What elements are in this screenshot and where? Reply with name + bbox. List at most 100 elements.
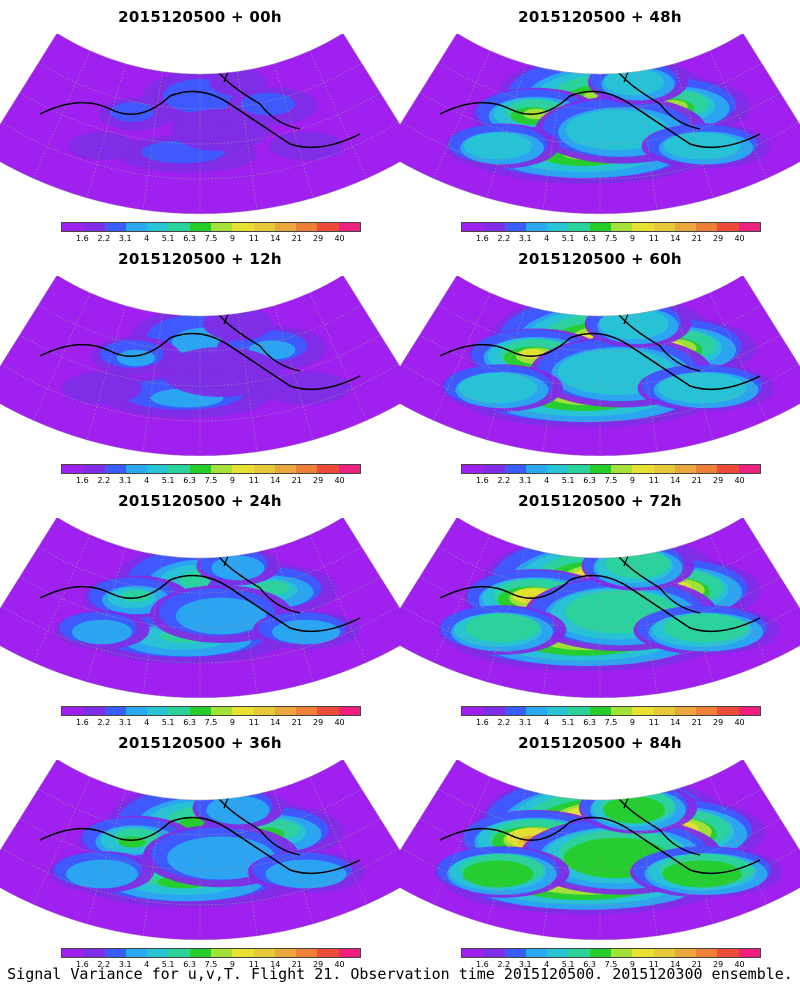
colorbar-label: 7.5 xyxy=(204,718,218,727)
variance-contour xyxy=(209,67,267,97)
colorbar-label: 1.6 xyxy=(76,476,89,485)
latitude-line xyxy=(419,576,781,629)
variance-contour xyxy=(167,836,275,880)
colorbar-swatch xyxy=(632,223,654,231)
colorbar-label: 3.1 xyxy=(518,960,532,969)
longitude-line xyxy=(637,555,658,695)
variance-contour xyxy=(261,371,351,405)
colorbar-label: 40 xyxy=(734,234,745,243)
panel-60h: 2015120500 + 60h 1.6 2.2 3.1 4 5.1 6.3 7.5 9 11 1… xyxy=(400,242,800,485)
colorbar-swatch xyxy=(147,707,169,715)
longitude-line xyxy=(86,305,126,441)
variance-field xyxy=(400,760,800,940)
colorbar-swatch xyxy=(62,465,84,473)
colorbar-swatch xyxy=(62,707,84,715)
colorbar-label: 5.1 xyxy=(161,476,175,485)
colorbar-label: 29 xyxy=(713,718,724,727)
variance-contour xyxy=(109,102,155,122)
variance-contour xyxy=(265,859,347,889)
map-border xyxy=(400,760,800,940)
longitude-line xyxy=(309,776,368,905)
variance-field xyxy=(0,760,400,940)
longitude-line xyxy=(86,63,126,199)
colorbar-label: 7.5 xyxy=(204,476,218,485)
colorbar-label: 7.5 xyxy=(204,960,218,969)
colorbar-label: 11 xyxy=(648,476,659,485)
colorbar-label: 40 xyxy=(334,718,345,727)
colorbar-swatch xyxy=(653,465,675,473)
colorbar-label: 6.3 xyxy=(183,234,196,243)
variance-contour xyxy=(565,109,669,151)
colorbar-label: 6.3 xyxy=(183,960,196,969)
colorbar-swatch xyxy=(483,949,505,957)
colorbar-swatch xyxy=(62,949,84,957)
colorbar-swatch xyxy=(568,949,590,957)
colorbar-swatch xyxy=(547,707,569,715)
colorbar-label: 7.5 xyxy=(604,718,618,727)
colorbar-label: 9 xyxy=(629,234,635,243)
colorbar-label: 5.1 xyxy=(561,476,575,485)
colorbar-swatch xyxy=(696,707,718,715)
colorbar-swatch xyxy=(296,223,318,231)
colorbar-swatch xyxy=(589,949,611,957)
variance-contour xyxy=(458,372,538,404)
colorbar-label: 29 xyxy=(313,234,324,243)
colorbar xyxy=(461,948,761,958)
coastline xyxy=(39,574,361,633)
colorbar-label: 5.1 xyxy=(161,960,175,969)
longitude-line xyxy=(709,534,768,663)
colorbar-swatch xyxy=(296,949,318,957)
longitude-line xyxy=(274,63,314,199)
longitude-line xyxy=(709,776,768,905)
coastline xyxy=(439,816,761,875)
colorbar-label: 3.1 xyxy=(518,234,532,243)
longitude-line xyxy=(432,50,491,179)
longitude-line xyxy=(237,313,258,453)
variance-contour xyxy=(175,597,267,635)
colorbar-label: 7.5 xyxy=(204,234,218,243)
colorbar-label: 14 xyxy=(270,960,281,969)
colorbar-label: 5.1 xyxy=(161,234,175,243)
colorbar-swatch xyxy=(189,465,211,473)
colorbar-swatch xyxy=(274,465,297,473)
variance-field xyxy=(0,276,400,456)
longitude-line xyxy=(142,313,163,453)
colorbar-label: 2.2 xyxy=(497,476,511,485)
colorbar-label: 29 xyxy=(313,476,324,485)
colorbar-swatch xyxy=(147,465,169,473)
colorbar-label: 4 xyxy=(144,234,150,243)
colorbar-swatch xyxy=(696,465,718,473)
colorbar-swatch xyxy=(83,949,105,957)
colorbar-swatch xyxy=(504,707,526,715)
panel-title: 2015120500 + 72h xyxy=(518,492,682,510)
colorbar-label: 1.6 xyxy=(476,718,489,727)
colorbar-labels: 1.6 2.2 3.1 4 5.1 6.3 7.5 9 11 14 21 29 40 xyxy=(46,476,366,488)
colorbar-labels: 1.6 2.2 3.1 4 5.1 6.3 7.5 9 11 14 21 29 40 xyxy=(46,718,366,730)
longitude-line xyxy=(237,71,258,211)
longitude-line xyxy=(309,50,368,179)
colorbar-swatch xyxy=(525,707,548,715)
colorbar-swatch xyxy=(462,949,484,957)
colorbar-swatch xyxy=(274,949,297,957)
colorbar-label: 40 xyxy=(334,476,345,485)
colorbar-labels: 1.6 2.2 3.1 4 5.1 6.3 7.5 9 11 14 21 29 40 xyxy=(446,476,766,488)
colorbar-swatch xyxy=(125,707,148,715)
variance-contour xyxy=(66,859,138,889)
longitude-line xyxy=(142,797,163,937)
colorbar-label: 21 xyxy=(691,960,702,969)
latitude-line xyxy=(419,818,781,871)
colorbar-swatch xyxy=(189,707,211,715)
colorbar-label: 3.1 xyxy=(518,718,532,727)
variance-contour xyxy=(62,371,142,405)
colorbar-swatch xyxy=(253,223,275,231)
colorbar-swatch xyxy=(589,223,611,231)
map-border xyxy=(0,760,400,940)
colorbar-swatch xyxy=(568,223,590,231)
panel-title: 2015120500 + 00h xyxy=(118,8,282,26)
variance-contour xyxy=(118,836,146,848)
colorbar-label: 1.6 xyxy=(476,960,489,969)
longitude-line xyxy=(237,555,258,695)
colorbar-label: 29 xyxy=(313,960,324,969)
panel-12h: 2015120500 + 12h 1.6 2.2 3.1 4 5.1 6.3 7.5 9 11 1… xyxy=(0,242,400,485)
